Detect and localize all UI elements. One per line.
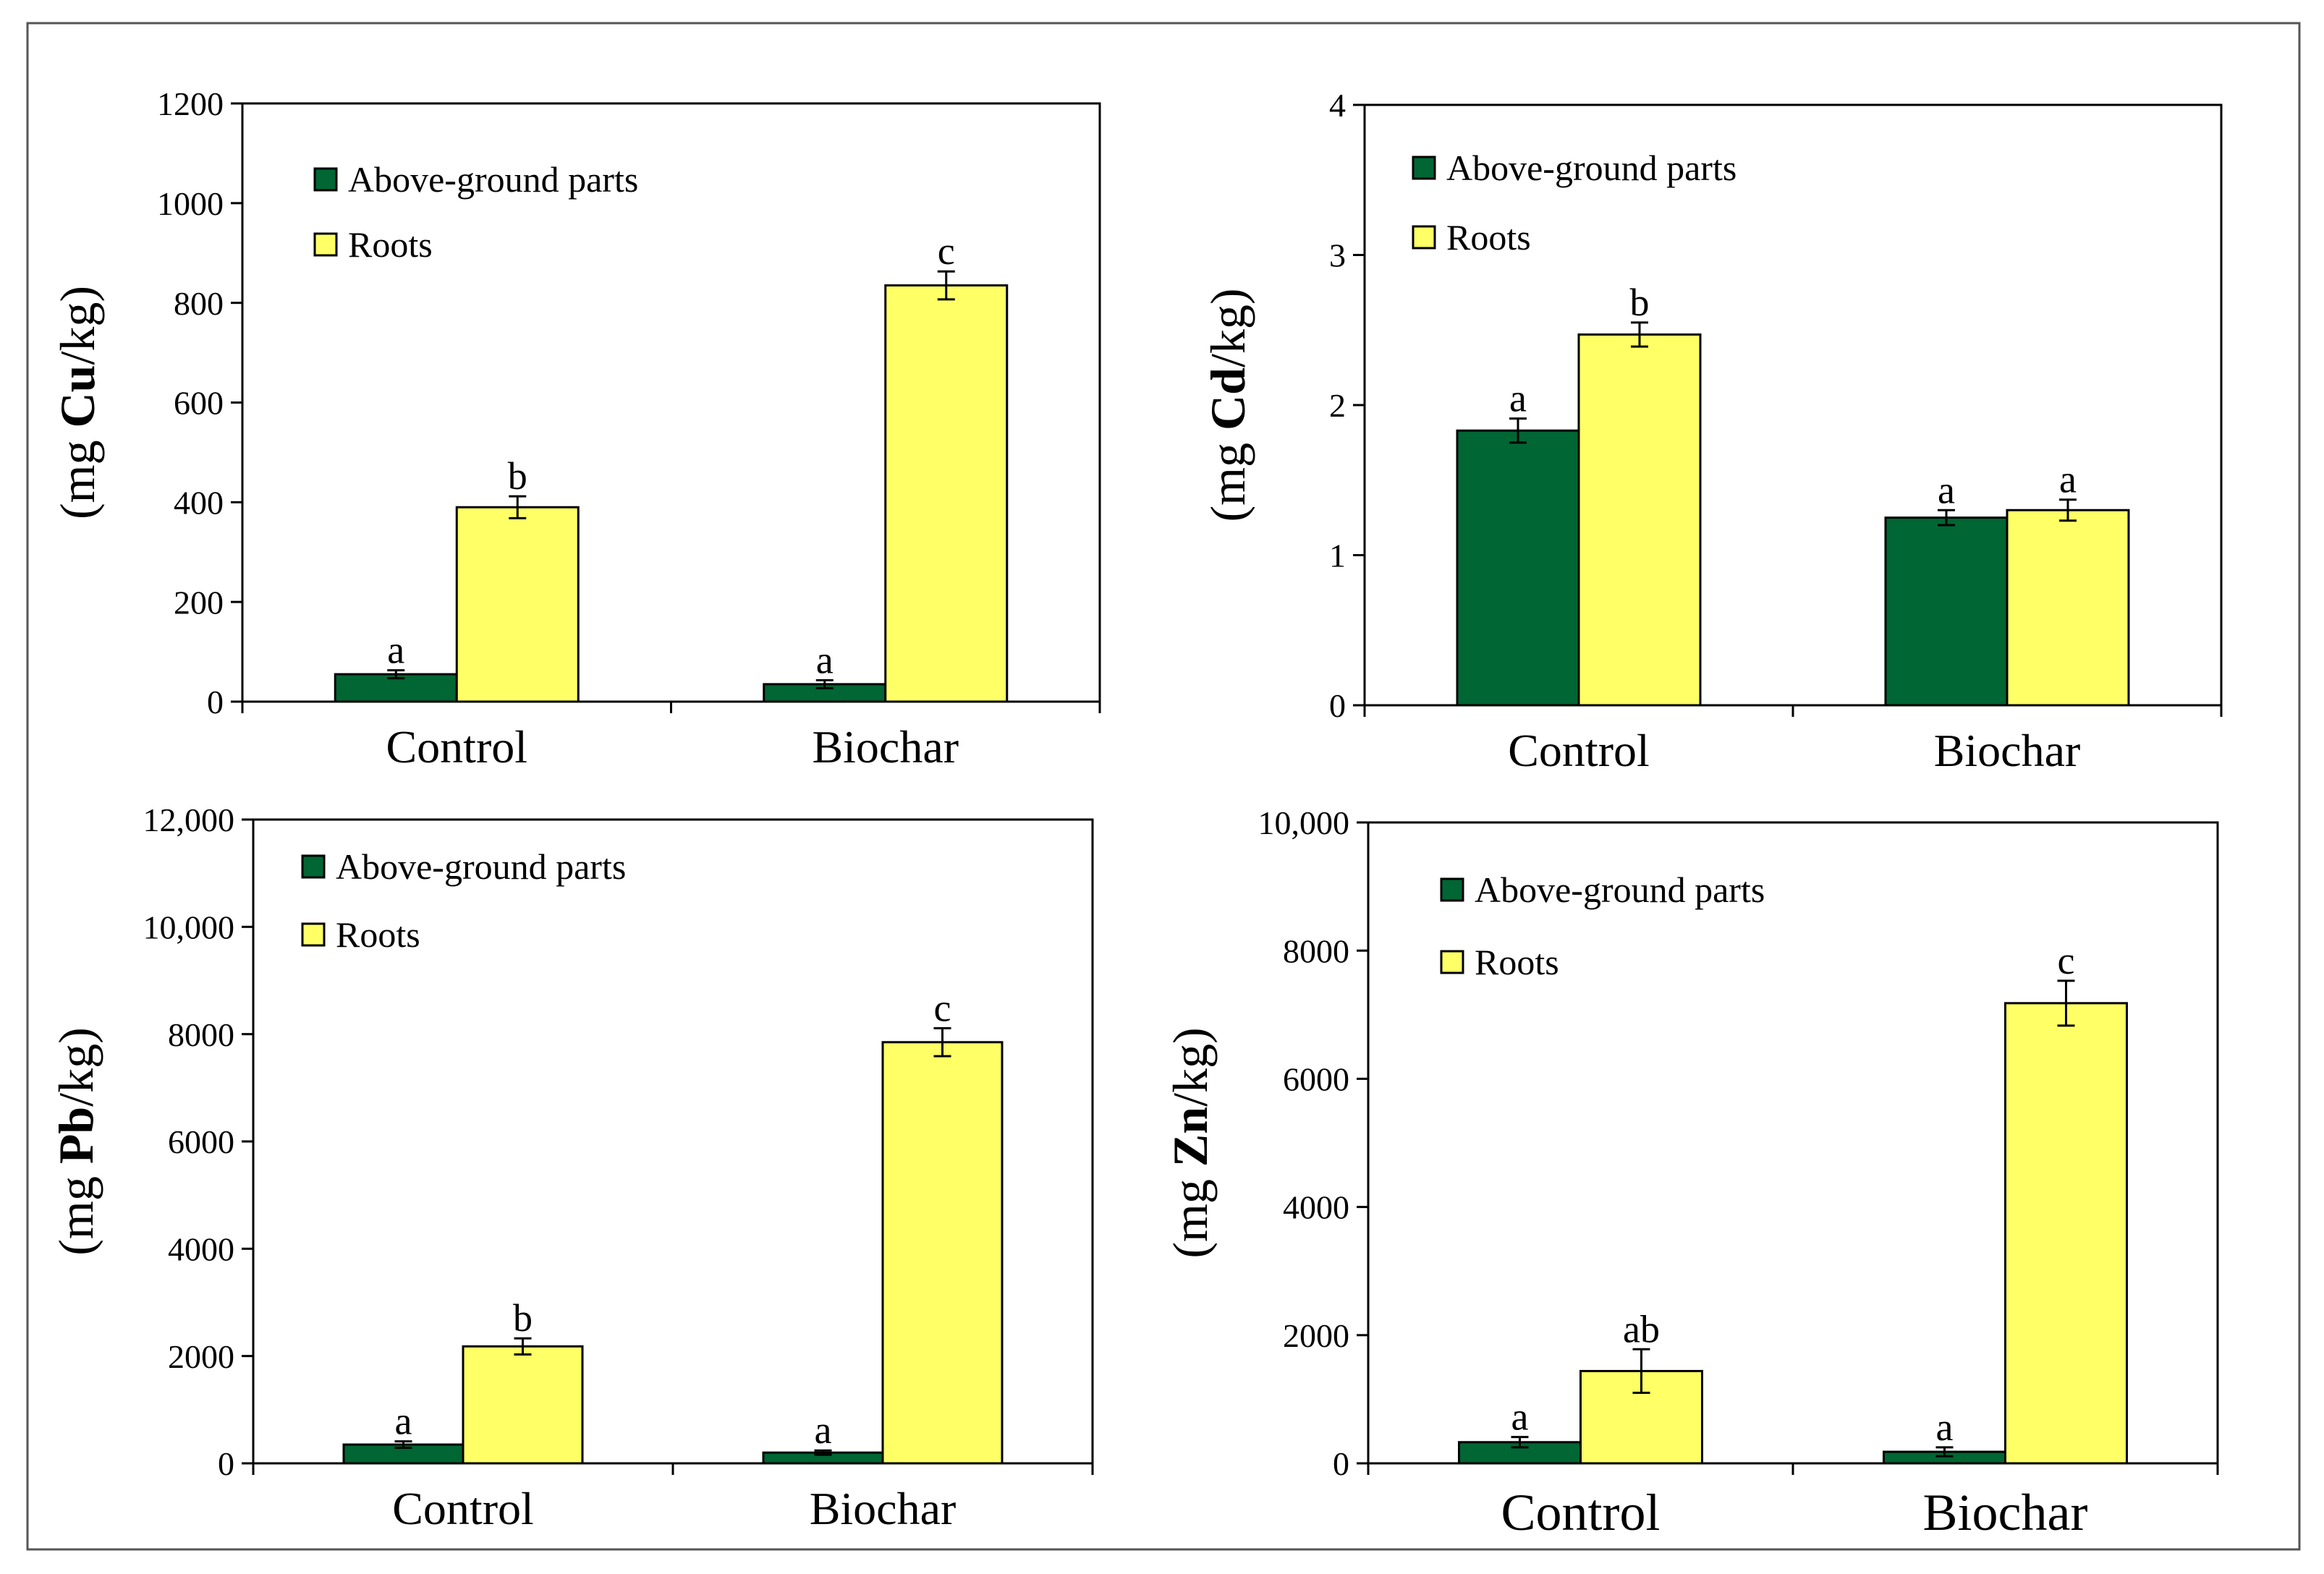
y-tick-label: 200 (174, 584, 224, 621)
legend-swatch-above-ground (313, 167, 338, 192)
significance-letter: b (513, 1296, 533, 1340)
significance-letter: a (1936, 1405, 1954, 1449)
significance-letter: a (395, 1400, 412, 1443)
category-label: Control (386, 721, 527, 773)
y-axis-label: (mg Cd/kg) (1200, 288, 1255, 522)
bar-roots (2004, 1002, 2128, 1465)
y-tick-label: 6000 (168, 1123, 234, 1160)
y-tick-label: 8000 (1283, 932, 1349, 969)
significance-letter: a (816, 638, 834, 681)
legend-swatch-above-ground (1440, 877, 1464, 902)
significance-letter: a (1938, 468, 1955, 511)
bar-roots (884, 284, 1009, 703)
legend-swatch-above-ground (1412, 156, 1436, 180)
y-tick-label: 0 (1329, 687, 1346, 724)
legend-swatch-roots (1412, 225, 1436, 250)
y-tick-label: 800 (174, 285, 224, 322)
bar-roots (2006, 509, 2130, 707)
significance-letter: a (1511, 1395, 1529, 1439)
significance-letter: b (1630, 281, 1650, 324)
category-label: Biochar (1934, 725, 2081, 776)
bar-above-ground (1456, 429, 1580, 707)
y-tick-label: 10,000 (143, 909, 235, 945)
legend-label: Above-ground parts (348, 159, 638, 200)
chart-pb-panel: 0 2000 4000 6000 8000 10,000 12,000 a b Control a c… (48, 801, 1094, 1534)
y-tick-label: 0 (1333, 1445, 1349, 1482)
significance-letter: a (1509, 377, 1527, 420)
bar-above-ground (1884, 516, 2009, 707)
y-tick-label: 8000 (168, 1016, 234, 1053)
y-tick-label: 2 (1329, 387, 1346, 424)
legend-label: Roots (348, 224, 433, 265)
y-tick-label: 2000 (168, 1338, 234, 1375)
y-tick-label: 1000 (157, 185, 224, 222)
category-label: Biochar (810, 1483, 957, 1534)
legend-label: Above-ground parts (1475, 869, 1765, 910)
category-label: Control (1508, 725, 1650, 776)
legend-swatch-roots (313, 232, 338, 257)
bar-roots (462, 1345, 584, 1465)
significance-letter: a (387, 629, 404, 672)
bar-roots (1577, 333, 1702, 707)
bar-roots (455, 506, 580, 703)
figure-frame (26, 22, 2301, 1551)
legend-label: Above-ground parts (1446, 148, 1736, 188)
y-tick-label: 3 (1329, 237, 1346, 274)
y-tick-label: 4000 (1283, 1189, 1349, 1226)
legend-label: Roots (336, 914, 420, 955)
legend-swatch-roots (301, 922, 326, 947)
legend-swatch-roots (1440, 950, 1464, 974)
bar-roots (881, 1041, 1004, 1465)
y-tick-label: 10,000 (1258, 804, 1350, 841)
significance-letter: c (934, 987, 951, 1030)
y-tick-label: 600 (174, 385, 224, 422)
category-label: Control (392, 1483, 534, 1534)
significance-letter: ab (1623, 1307, 1660, 1350)
y-tick-label: 2000 (1283, 1317, 1349, 1354)
significance-letter: c (2058, 939, 2075, 982)
y-tick-label: 6000 (1283, 1061, 1349, 1098)
y-tick-label: 1200 (157, 85, 224, 122)
significance-letter: a (2059, 458, 2077, 501)
y-axis-label: (mg Zn/kg) (1163, 1027, 1218, 1258)
y-tick-label: 12,000 (143, 801, 235, 838)
category-label: Biochar (812, 721, 959, 773)
legend-label: Above-ground parts (336, 846, 626, 887)
legend-label: Roots (1475, 942, 1559, 982)
significance-letter: c (938, 229, 955, 273)
chart-cu-panel: 0 200 400 600 800 1000 1200 a b Control a c Biochar (… (50, 85, 1101, 773)
y-tick-label: 4000 (168, 1230, 234, 1267)
legend-swatch-above-ground (301, 854, 326, 879)
chart-cd-panel: 0 1 2 3 4 a b Control a a Biochar (mg Cd/kg) Above-g… (1200, 87, 2223, 776)
legend-label: Roots (1446, 217, 1531, 258)
chart-zn-panel: 0 2000 4000 6000 8000 10,000 a ab Control a c Bioch… (1163, 804, 2219, 1541)
category-label: Biochar (1923, 1484, 2088, 1541)
y-axis-label: (mg Pb/kg) (48, 1027, 103, 1255)
y-tick-label: 0 (218, 1445, 234, 1482)
significance-letter: b (508, 454, 527, 498)
y-axis-label: (mg Cu/kg) (50, 286, 105, 519)
category-label: Control (1501, 1484, 1660, 1541)
y-tick-label: 400 (174, 484, 224, 521)
y-tick-label: 1 (1329, 537, 1346, 574)
significance-letter: a (815, 1408, 832, 1452)
y-tick-label: 4 (1329, 87, 1346, 124)
y-tick-label: 0 (207, 684, 224, 720)
